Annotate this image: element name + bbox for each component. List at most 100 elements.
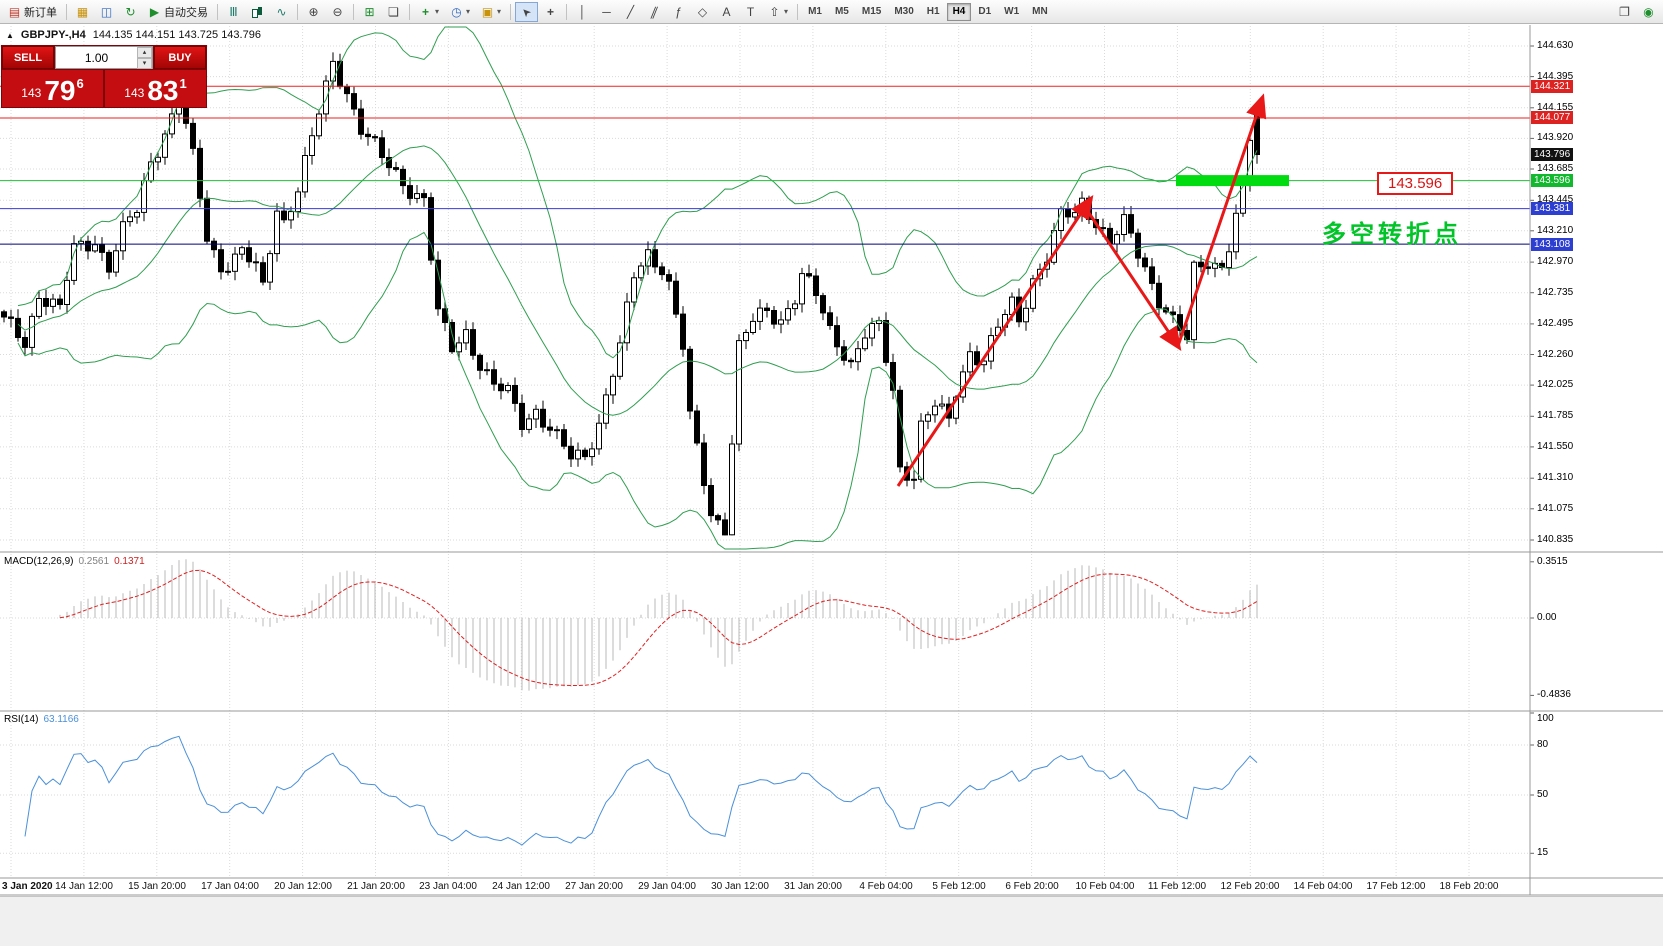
timeframe-m1-button[interactable]: M1	[802, 3, 828, 21]
market-depth-button[interactable]: ◫	[95, 2, 118, 22]
chevron-down-icon: ▾	[435, 7, 440, 16]
timeframe-w1-button[interactable]: W1	[998, 3, 1025, 21]
sell-button[interactable]: SELL	[2, 46, 54, 69]
level-price-label[interactable]: 143.596	[1377, 172, 1454, 195]
template-icon: ▣	[481, 4, 494, 19]
clock-icon: ◷	[451, 4, 462, 19]
candlestick-button[interactable]	[246, 2, 269, 22]
trendline-button[interactable]: ╱	[619, 2, 642, 22]
volume-spinner: ▴ ▾	[137, 47, 152, 69]
horizontal-line-button[interactable]: ─	[595, 2, 618, 22]
toolbar-separator	[297, 3, 298, 20]
community-button[interactable]: ◉	[1637, 2, 1660, 22]
zoom-in-icon: ⊕	[308, 4, 319, 19]
cursor-icon: ➤	[519, 3, 535, 20]
bar-chart-icon: Ⅲ	[229, 4, 238, 19]
sell-price-prefix: 143	[21, 86, 42, 100]
text-icon: A	[722, 4, 731, 19]
community-icon: ◉	[1643, 4, 1654, 19]
buy-price[interactable]: 143 83 1	[105, 70, 206, 107]
toolbar-separator	[217, 3, 218, 20]
new-order-button[interactable]: ▤ 新订单	[3, 2, 62, 22]
time-axis-label: 17 Jan 04:00	[201, 881, 259, 892]
templates-button[interactable]: ▣ ▾	[476, 2, 506, 22]
fibonacci-icon: ƒ	[675, 4, 682, 19]
text-label-button[interactable]: T	[739, 2, 762, 22]
buy-button[interactable]: BUY	[154, 46, 206, 69]
time-axis-label: 4 Feb 04:00	[859, 881, 913, 892]
timeframe-mn-button[interactable]: MN	[1026, 3, 1054, 21]
price-tag[interactable]: 143.108	[1531, 238, 1574, 251]
zoom-out-button[interactable]: ⊖	[326, 2, 349, 22]
symbol-marker-icon: ▲	[6, 30, 14, 40]
macd-main-value: 0.2561	[78, 556, 110, 567]
timeframe-h1-button[interactable]: H1	[921, 3, 946, 21]
timeframe-h4-button[interactable]: H4	[946, 2, 972, 21]
time-axis-label: 14 Feb 04:00	[1293, 881, 1353, 892]
timeframe-m30-button[interactable]: M30	[888, 3, 919, 21]
cursor-button[interactable]: ➤	[515, 1, 539, 22]
volume-decrease-button[interactable]: ▾	[137, 58, 152, 69]
fibonacci-button[interactable]: ƒ	[667, 2, 690, 22]
price-tag[interactable]: 143.381	[1531, 202, 1574, 215]
price-axis-label: 141.075	[1537, 503, 1574, 514]
price-axis-label: 141.310	[1537, 472, 1574, 483]
volume-field: ▴ ▾	[55, 46, 153, 69]
text-button[interactable]: A	[715, 2, 738, 22]
indicators-button[interactable]: + ▾	[414, 2, 444, 22]
profiles-button[interactable]: ❐	[1613, 2, 1636, 22]
macd-scale-label: 0.3515	[1537, 556, 1568, 567]
time-axis-label: 24 Jan 12:00	[492, 881, 550, 892]
timeframe-d1-button[interactable]: D1	[972, 3, 997, 21]
channel-button[interactable]: ∥	[643, 2, 666, 22]
time-axis-label: 18 Feb 20:00	[1439, 881, 1499, 892]
price-axis-label: 143.920	[1537, 132, 1574, 143]
toolbar-separator	[566, 3, 568, 20]
price-axis-label: 142.260	[1537, 349, 1574, 360]
volume-increase-button[interactable]: ▴	[137, 47, 152, 58]
price-axis-label: 142.495	[1537, 318, 1574, 329]
rsi-scale-label: 50	[1537, 789, 1549, 800]
autotrading-button[interactable]: ▶ 自动交易	[143, 2, 213, 22]
tile-windows-icon: ⊞	[364, 4, 375, 19]
time-axis-label: 12 Feb 20:00	[1220, 881, 1280, 892]
sell-price[interactable]: 143 79 6	[2, 70, 103, 107]
price-axis-label: 143.210	[1537, 225, 1574, 236]
volume-input[interactable]	[56, 47, 137, 68]
price-tag[interactable]: 144.077	[1531, 111, 1574, 124]
zoom-out-icon: ⊖	[332, 4, 343, 19]
crosshair-button[interactable]: +	[539, 2, 562, 22]
price-tag[interactable]: 144.321	[1531, 80, 1574, 93]
chart-window-icon: ▦	[76, 4, 89, 19]
market-depth-icon: ◫	[100, 4, 113, 19]
refresh-button[interactable]: ↻	[119, 2, 142, 22]
bar-chart-button[interactable]: Ⅲ	[222, 2, 245, 22]
price-tag[interactable]: 143.796	[1531, 148, 1574, 161]
timeframe-m5-button[interactable]: M5	[829, 3, 855, 21]
line-chart-button[interactable]: ∿	[270, 2, 293, 22]
new-order-icon: ▤	[8, 4, 21, 19]
macd-scale-label: -0.4836	[1537, 689, 1571, 700]
time-axis-label: 23 Jan 04:00	[419, 881, 477, 892]
indicators-add-icon: +	[421, 4, 429, 19]
zoom-in-button[interactable]: ⊕	[302, 2, 325, 22]
time-axis-label: 17 Feb 12:00	[1366, 881, 1426, 892]
macd-signal-value: 0.1371	[114, 556, 145, 567]
cascade-windows-button[interactable]: ❏	[382, 2, 405, 22]
chart-window-button[interactable]: ▦	[71, 2, 94, 22]
chevron-down-icon: ▾	[784, 7, 789, 16]
price-tag[interactable]: 143.596	[1531, 174, 1574, 187]
rsi-scale-label: 15	[1537, 847, 1549, 858]
tile-windows-button[interactable]: ⊞	[358, 2, 381, 22]
arrows-button[interactable]: ⇧ ▾	[763, 2, 793, 22]
timeframe-m15-button[interactable]: M15	[856, 3, 887, 21]
time-axis-label: 27 Jan 20:00	[565, 881, 623, 892]
periods-button[interactable]: ◷ ▾	[445, 2, 475, 22]
buy-price-prefix: 143	[124, 86, 145, 100]
time-axis-label: 31 Jan 20:00	[784, 881, 842, 892]
text-label-icon: T	[746, 4, 755, 19]
vertical-line-button[interactable]: │	[571, 2, 594, 22]
chevron-down-icon: ▾	[497, 7, 502, 16]
shapes-button[interactable]: ◇	[691, 2, 714, 22]
